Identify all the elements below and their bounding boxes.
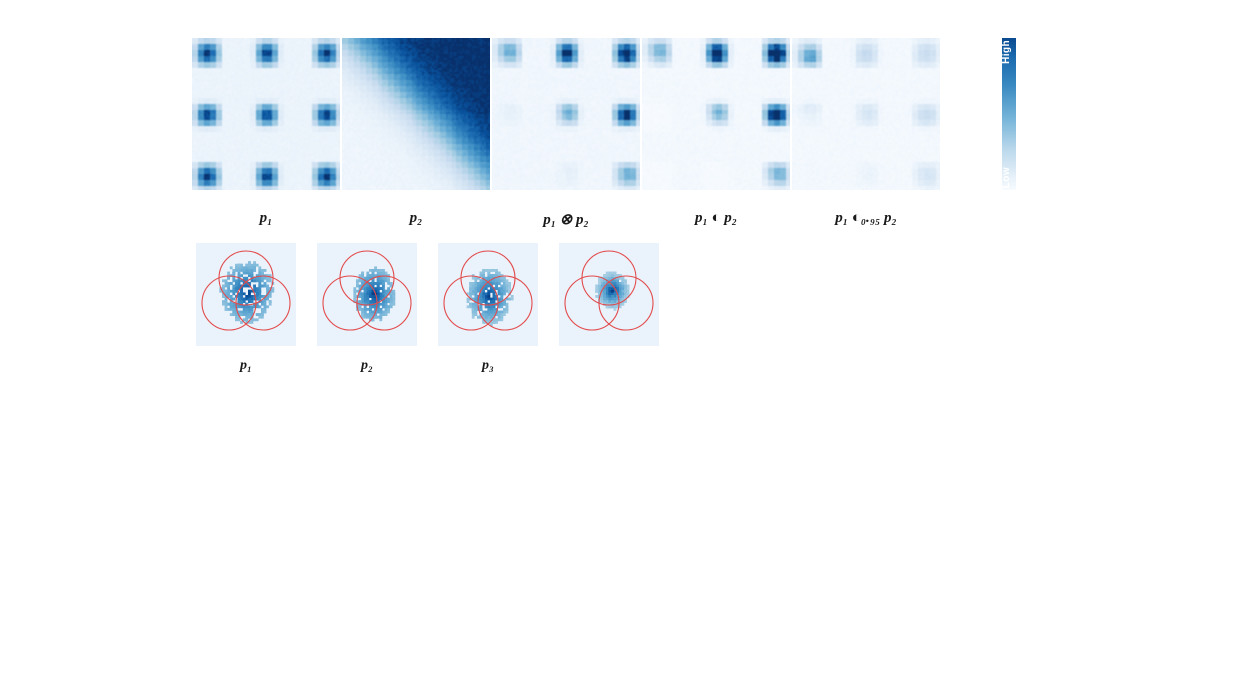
heatmap-p1-contrast-p2 — [642, 38, 790, 190]
heatmap-label-p2: p₂ — [409, 210, 423, 226]
heatmap-label-p1: p₁ — [259, 210, 273, 226]
venn-p1 — [196, 243, 296, 346]
heatmap-canvas — [642, 38, 790, 190]
venn-cond-y1-1-y2-2 — [559, 243, 659, 346]
venn-circle-2 — [598, 275, 654, 331]
venn-p3 — [438, 243, 538, 346]
venn-circle-1 — [201, 275, 257, 331]
venn-circle-1 — [564, 275, 620, 331]
heatmap-label-p1-prod-p2: p₁ ⊗ p₂ — [543, 212, 589, 228]
heatmap-p1 — [192, 38, 340, 190]
heatmap-label-p1-contrast095-p2: p₁ ◐₀.₉₅ p₂ — [835, 210, 897, 226]
heatmap-p2 — [342, 38, 490, 190]
venn-circle-2 — [477, 275, 533, 331]
venn-circle-2 — [356, 275, 412, 331]
colorbar-high-label: High — [1001, 40, 1012, 64]
venn-label-p2: p₂ — [361, 358, 373, 373]
heatmap-p1-prod-p2 — [492, 38, 640, 190]
heatmap-label-p1-contrast-p2: p₁ ◐ p₂ — [694, 210, 738, 226]
venn-circle-1 — [322, 275, 378, 331]
heatmap-canvas — [792, 38, 940, 190]
venn-p2 — [317, 243, 417, 346]
colorbar: High Low — [1001, 38, 1016, 190]
venn-label-p1: p₁ — [240, 358, 252, 373]
heatmap-canvas — [342, 38, 490, 190]
colorbar-low-label: Low — [1001, 166, 1012, 188]
heatmap-canvas — [192, 38, 340, 190]
venn-label-p3: p₃ — [482, 358, 494, 373]
heatmap-p1-contrast095-p2 — [792, 38, 940, 190]
venn-circle-2 — [235, 275, 291, 331]
heatmap-canvas — [492, 38, 640, 190]
venn-circle-1 — [443, 275, 499, 331]
